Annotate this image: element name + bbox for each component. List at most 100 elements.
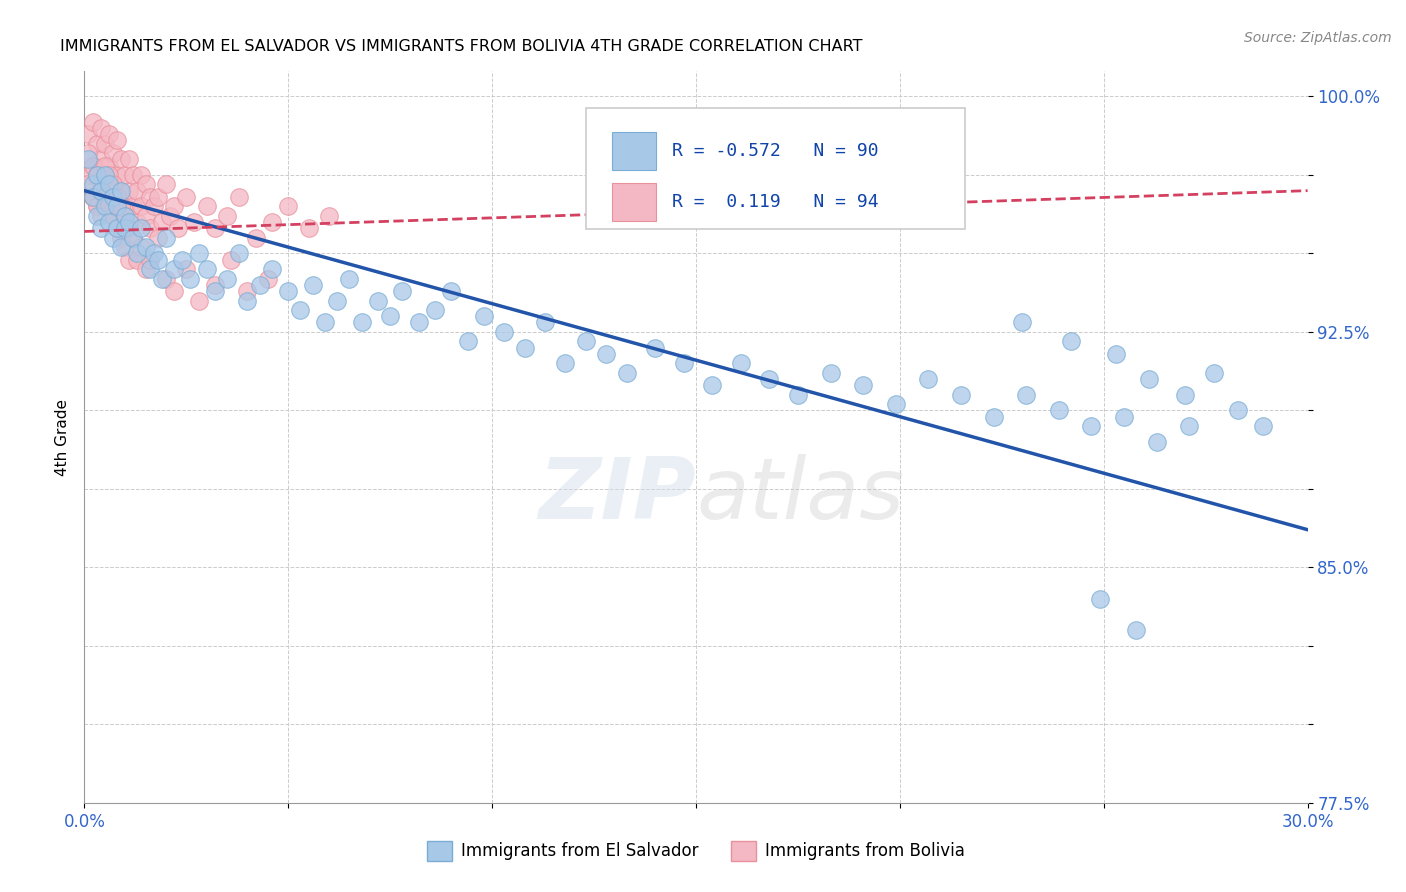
Point <box>1088 591 1111 606</box>
Point <box>93 199 115 213</box>
Point <box>554 356 576 370</box>
Point <box>97 168 120 182</box>
Point <box>93 168 115 182</box>
Point <box>110 153 132 167</box>
Point <box>277 199 299 213</box>
Point <box>672 356 695 370</box>
Point <box>318 209 340 223</box>
Point <box>1227 403 1250 417</box>
Point <box>101 209 124 223</box>
Text: ZIP: ZIP <box>538 454 696 537</box>
Point <box>101 178 124 192</box>
Point <box>114 168 136 182</box>
Point <box>86 168 108 182</box>
Point <box>86 209 108 223</box>
Y-axis label: 4th Grade: 4th Grade <box>55 399 70 475</box>
Point <box>110 184 132 198</box>
Point <box>1080 419 1102 434</box>
Point <box>513 341 536 355</box>
Point <box>118 252 141 267</box>
Point <box>187 293 209 308</box>
Point <box>249 277 271 292</box>
Point <box>138 262 160 277</box>
Point <box>90 184 112 198</box>
Point <box>105 190 128 204</box>
Point <box>110 199 132 213</box>
Point <box>142 246 165 260</box>
Point <box>101 178 124 192</box>
Point <box>730 356 752 370</box>
Point <box>1105 347 1128 361</box>
Point <box>339 271 361 285</box>
Point <box>93 159 115 173</box>
Point <box>90 153 112 167</box>
Point <box>114 209 136 223</box>
Point <box>135 262 157 277</box>
Point <box>86 136 108 151</box>
Point <box>380 310 402 324</box>
Point <box>155 231 177 245</box>
Point <box>350 316 373 330</box>
Point <box>131 168 153 182</box>
Point <box>787 387 810 401</box>
Point <box>122 168 145 182</box>
Point <box>820 366 842 380</box>
Point <box>101 231 124 245</box>
Point <box>77 127 100 141</box>
Point <box>131 240 153 254</box>
Point <box>204 221 226 235</box>
Point <box>138 252 160 267</box>
Point <box>86 199 108 213</box>
Point <box>93 190 115 204</box>
Point <box>77 153 100 167</box>
Point <box>146 252 169 267</box>
Point <box>702 378 724 392</box>
Point <box>644 341 666 355</box>
Point <box>110 184 132 198</box>
Point <box>423 302 446 317</box>
Point <box>1202 366 1225 380</box>
Point <box>228 246 250 260</box>
Point <box>150 271 173 285</box>
Point <box>595 347 617 361</box>
Point <box>1146 434 1168 449</box>
Point <box>290 302 312 317</box>
Point <box>983 409 1005 424</box>
Point <box>101 146 124 161</box>
Point <box>440 284 463 298</box>
Point <box>114 240 136 254</box>
Point <box>204 277 226 292</box>
Text: R = -0.572   N = 90: R = -0.572 N = 90 <box>672 142 879 161</box>
Point <box>155 178 177 192</box>
Point <box>97 159 120 173</box>
Point <box>110 231 132 245</box>
Point <box>77 146 100 161</box>
Point <box>1047 403 1070 417</box>
Point <box>146 231 169 245</box>
Point <box>1011 316 1033 330</box>
Point <box>174 190 197 204</box>
Point <box>82 178 104 192</box>
Point <box>472 310 495 324</box>
Point <box>114 199 136 213</box>
Point <box>257 271 280 285</box>
Point <box>114 209 136 223</box>
Point <box>135 209 157 223</box>
Point <box>118 215 141 229</box>
Point <box>163 262 186 277</box>
Point <box>77 168 100 182</box>
Point <box>217 209 239 223</box>
Point <box>575 334 598 349</box>
Point <box>236 293 259 308</box>
Point <box>1137 372 1160 386</box>
Point <box>852 378 875 392</box>
Point <box>86 168 108 182</box>
Point <box>86 199 108 213</box>
Point <box>131 221 153 235</box>
Point <box>131 199 153 213</box>
Point <box>122 231 145 245</box>
Point <box>1125 623 1147 637</box>
Point <box>135 240 157 254</box>
Point <box>105 168 128 182</box>
Point <box>86 168 108 182</box>
